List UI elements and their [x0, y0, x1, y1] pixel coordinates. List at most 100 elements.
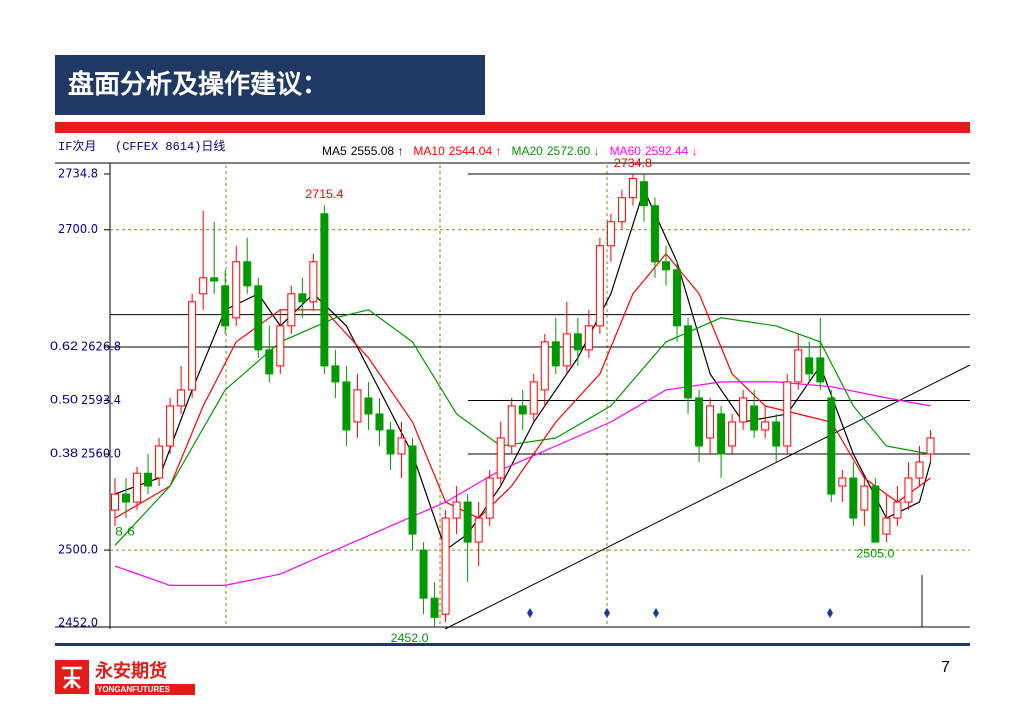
- legend-name: MA10: [413, 144, 445, 158]
- candle-body: [606, 221, 615, 247]
- candle-body: [794, 349, 803, 383]
- title-box: [55, 55, 485, 115]
- candle-body: [364, 397, 373, 415]
- annotation: 8.6: [115, 524, 135, 538]
- legend-value: 2555.08 ↑: [351, 144, 404, 158]
- candle-body: [860, 485, 869, 511]
- candle-body: [375, 413, 384, 431]
- y-tick-label: 2500.0: [58, 543, 98, 557]
- candle-body: [111, 493, 119, 511]
- candle-body: [452, 501, 461, 519]
- candle-body: [144, 472, 153, 487]
- legend-name: MA5: [322, 144, 347, 158]
- candle-body: [331, 365, 340, 383]
- footer-rule: [55, 643, 970, 646]
- candle-body: [650, 205, 659, 263]
- trend-line: [444, 364, 971, 630]
- logo-cn: 永安期货: [94, 660, 167, 681]
- annotation: 2715.4: [305, 187, 343, 201]
- slide-title: 盘面分析及操作建议：: [68, 69, 328, 99]
- annotation: 2734.8: [614, 156, 652, 170]
- candle-body: [496, 437, 505, 479]
- candle-body: [210, 277, 219, 282]
- candle-body: [188, 301, 197, 391]
- candle-body: [122, 493, 131, 503]
- candle-body: [728, 421, 737, 447]
- candle-body: [386, 429, 395, 455]
- legend-value: 2572.60 ↓: [547, 144, 600, 158]
- candle-body: [617, 197, 626, 223]
- y-tick-label: 2734.8: [58, 167, 98, 181]
- candle-body: [750, 405, 759, 431]
- candle-body: [838, 477, 847, 487]
- candle-body: [463, 501, 472, 543]
- legend-value: 2592.44 ↓: [645, 144, 698, 158]
- candle-body: [485, 477, 494, 519]
- red-bar: [55, 122, 970, 133]
- candle-body: [573, 333, 582, 351]
- candle-body: [783, 381, 792, 447]
- candle-body: [441, 517, 450, 615]
- candle-body: [430, 597, 439, 618]
- candle-body: [529, 381, 538, 415]
- candle-body: [243, 261, 252, 287]
- fib-label: 0.62: [50, 339, 78, 353]
- candle-body: [882, 517, 891, 535]
- fib-label: 0.50: [50, 393, 78, 407]
- candle-body: [419, 549, 428, 599]
- candle-body: [551, 341, 560, 367]
- candle-body: [298, 293, 307, 303]
- candle-body: [540, 341, 549, 391]
- candle-body: [199, 277, 208, 295]
- candle-body: [761, 421, 770, 431]
- candle-body: [287, 293, 296, 327]
- diamond: [527, 608, 533, 618]
- y-tick-label: 2700.0: [58, 222, 98, 236]
- candle-body: [805, 357, 814, 375]
- ma-line: [114, 252, 931, 519]
- candle-body: [518, 405, 527, 415]
- diamond: [827, 608, 833, 618]
- logo-band: [95, 684, 195, 695]
- chart-subtitle: (CFFEX 8614)日线: [115, 139, 225, 154]
- y-tick-label: 2560.0: [81, 447, 121, 461]
- candle-body: [915, 461, 924, 479]
- candle-body: [639, 181, 648, 207]
- logo-en: YONGANFUTURES: [97, 685, 171, 694]
- candle-body: [717, 413, 726, 455]
- candle-body: [254, 285, 263, 351]
- candle-body: [673, 269, 682, 327]
- candle-body: [662, 261, 670, 271]
- candle-body: [177, 389, 186, 407]
- symbol: IF次月: [58, 139, 96, 154]
- candle-body: [926, 437, 935, 455]
- candle-body: [827, 397, 836, 495]
- candle-body: [739, 397, 748, 423]
- candle-body: [871, 485, 880, 543]
- candle-body: [232, 261, 241, 319]
- candle-body: [265, 349, 274, 375]
- candle-body: [397, 437, 406, 455]
- ma-line: [114, 381, 931, 586]
- diamond: [653, 608, 659, 618]
- annotation: 2505.0: [856, 546, 894, 560]
- candle-body: [904, 477, 913, 503]
- page-number: 7: [941, 659, 950, 676]
- candle-body: [562, 333, 571, 367]
- candle-body: [221, 285, 230, 327]
- legend-name: MA20: [511, 144, 543, 158]
- candle-body: [507, 405, 516, 447]
- legend-value: 2544.04 ↑: [449, 144, 502, 158]
- candle-body: [309, 261, 318, 303]
- y-tick-label: 2626.8: [81, 339, 121, 353]
- candle-body: [893, 501, 902, 519]
- candle-body: [133, 472, 142, 503]
- legend-name: MA60: [610, 144, 642, 158]
- logo-glyph: [62, 666, 82, 689]
- fib-label: 0.38: [50, 446, 78, 460]
- candle-body: [166, 405, 175, 447]
- candle-body: [684, 325, 693, 399]
- candle-body: [276, 325, 285, 367]
